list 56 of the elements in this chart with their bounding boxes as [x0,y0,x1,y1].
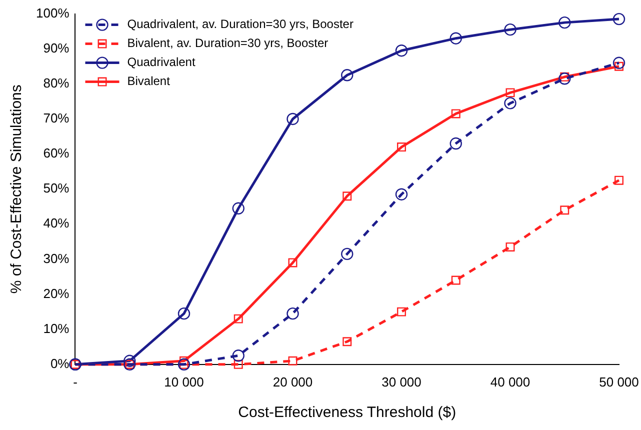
point [234,360,243,369]
y-tick-label: 10% [43,320,70,336]
point [504,97,516,110]
point [395,44,408,57]
point [560,72,570,82]
point [506,88,515,98]
point [341,248,354,260]
x-tick-label: 50 000 [599,374,639,390]
point [395,188,408,200]
point [397,142,406,152]
point [124,354,136,367]
y-tick-label: 20% [43,286,70,301]
point [232,202,244,214]
point [450,137,462,150]
y-tick-label: 60% [43,146,70,161]
point [558,72,571,85]
point [397,307,406,316]
y-tick-label: 30% [43,250,70,266]
x-tick-label: - [73,374,78,390]
x-tick-label: 20 000 [272,374,313,390]
point [286,112,299,126]
point [234,314,243,324]
point [232,350,244,362]
y-tick-label: 50% [43,180,70,196]
point [286,307,299,320]
y-axis-title: % of Cost-Effective Simulations [8,84,26,294]
point [560,206,570,215]
y-tick-label: 80% [43,76,70,90]
x-tick-label: 10 000 [164,374,204,390]
x-axis-title: Cost-Effectiveness Threshold ($) [238,404,456,422]
legend-label: Quadrivalent, av. Duration=30 yrs, Booster [127,17,354,32]
point [288,356,298,366]
point [612,12,626,26]
y-tick-label: 90% [43,40,70,56]
y-tick-label: 0% [50,356,70,371]
point [614,176,624,185]
point [451,276,460,285]
point [612,56,626,69]
legend-label: Bivalent, av. Duration=30 yrs, Booster [127,36,328,50]
x-tick-label: 30 000 [382,374,422,390]
point [506,242,515,252]
y-tick-label: 100% [36,5,70,20]
point [341,69,354,82]
legend-label: Bivalent [127,74,171,88]
point [288,258,298,268]
point [178,307,190,320]
legend-label: Quadrivalent [127,55,196,70]
point [342,192,352,201]
y-tick-label: 70% [43,110,70,126]
point [342,337,352,346]
x-tick-label: 40 000 [490,374,530,390]
point [558,16,571,29]
y-tick-label: 40% [43,216,70,231]
point [451,109,460,118]
point [504,23,516,36]
point [450,32,462,44]
